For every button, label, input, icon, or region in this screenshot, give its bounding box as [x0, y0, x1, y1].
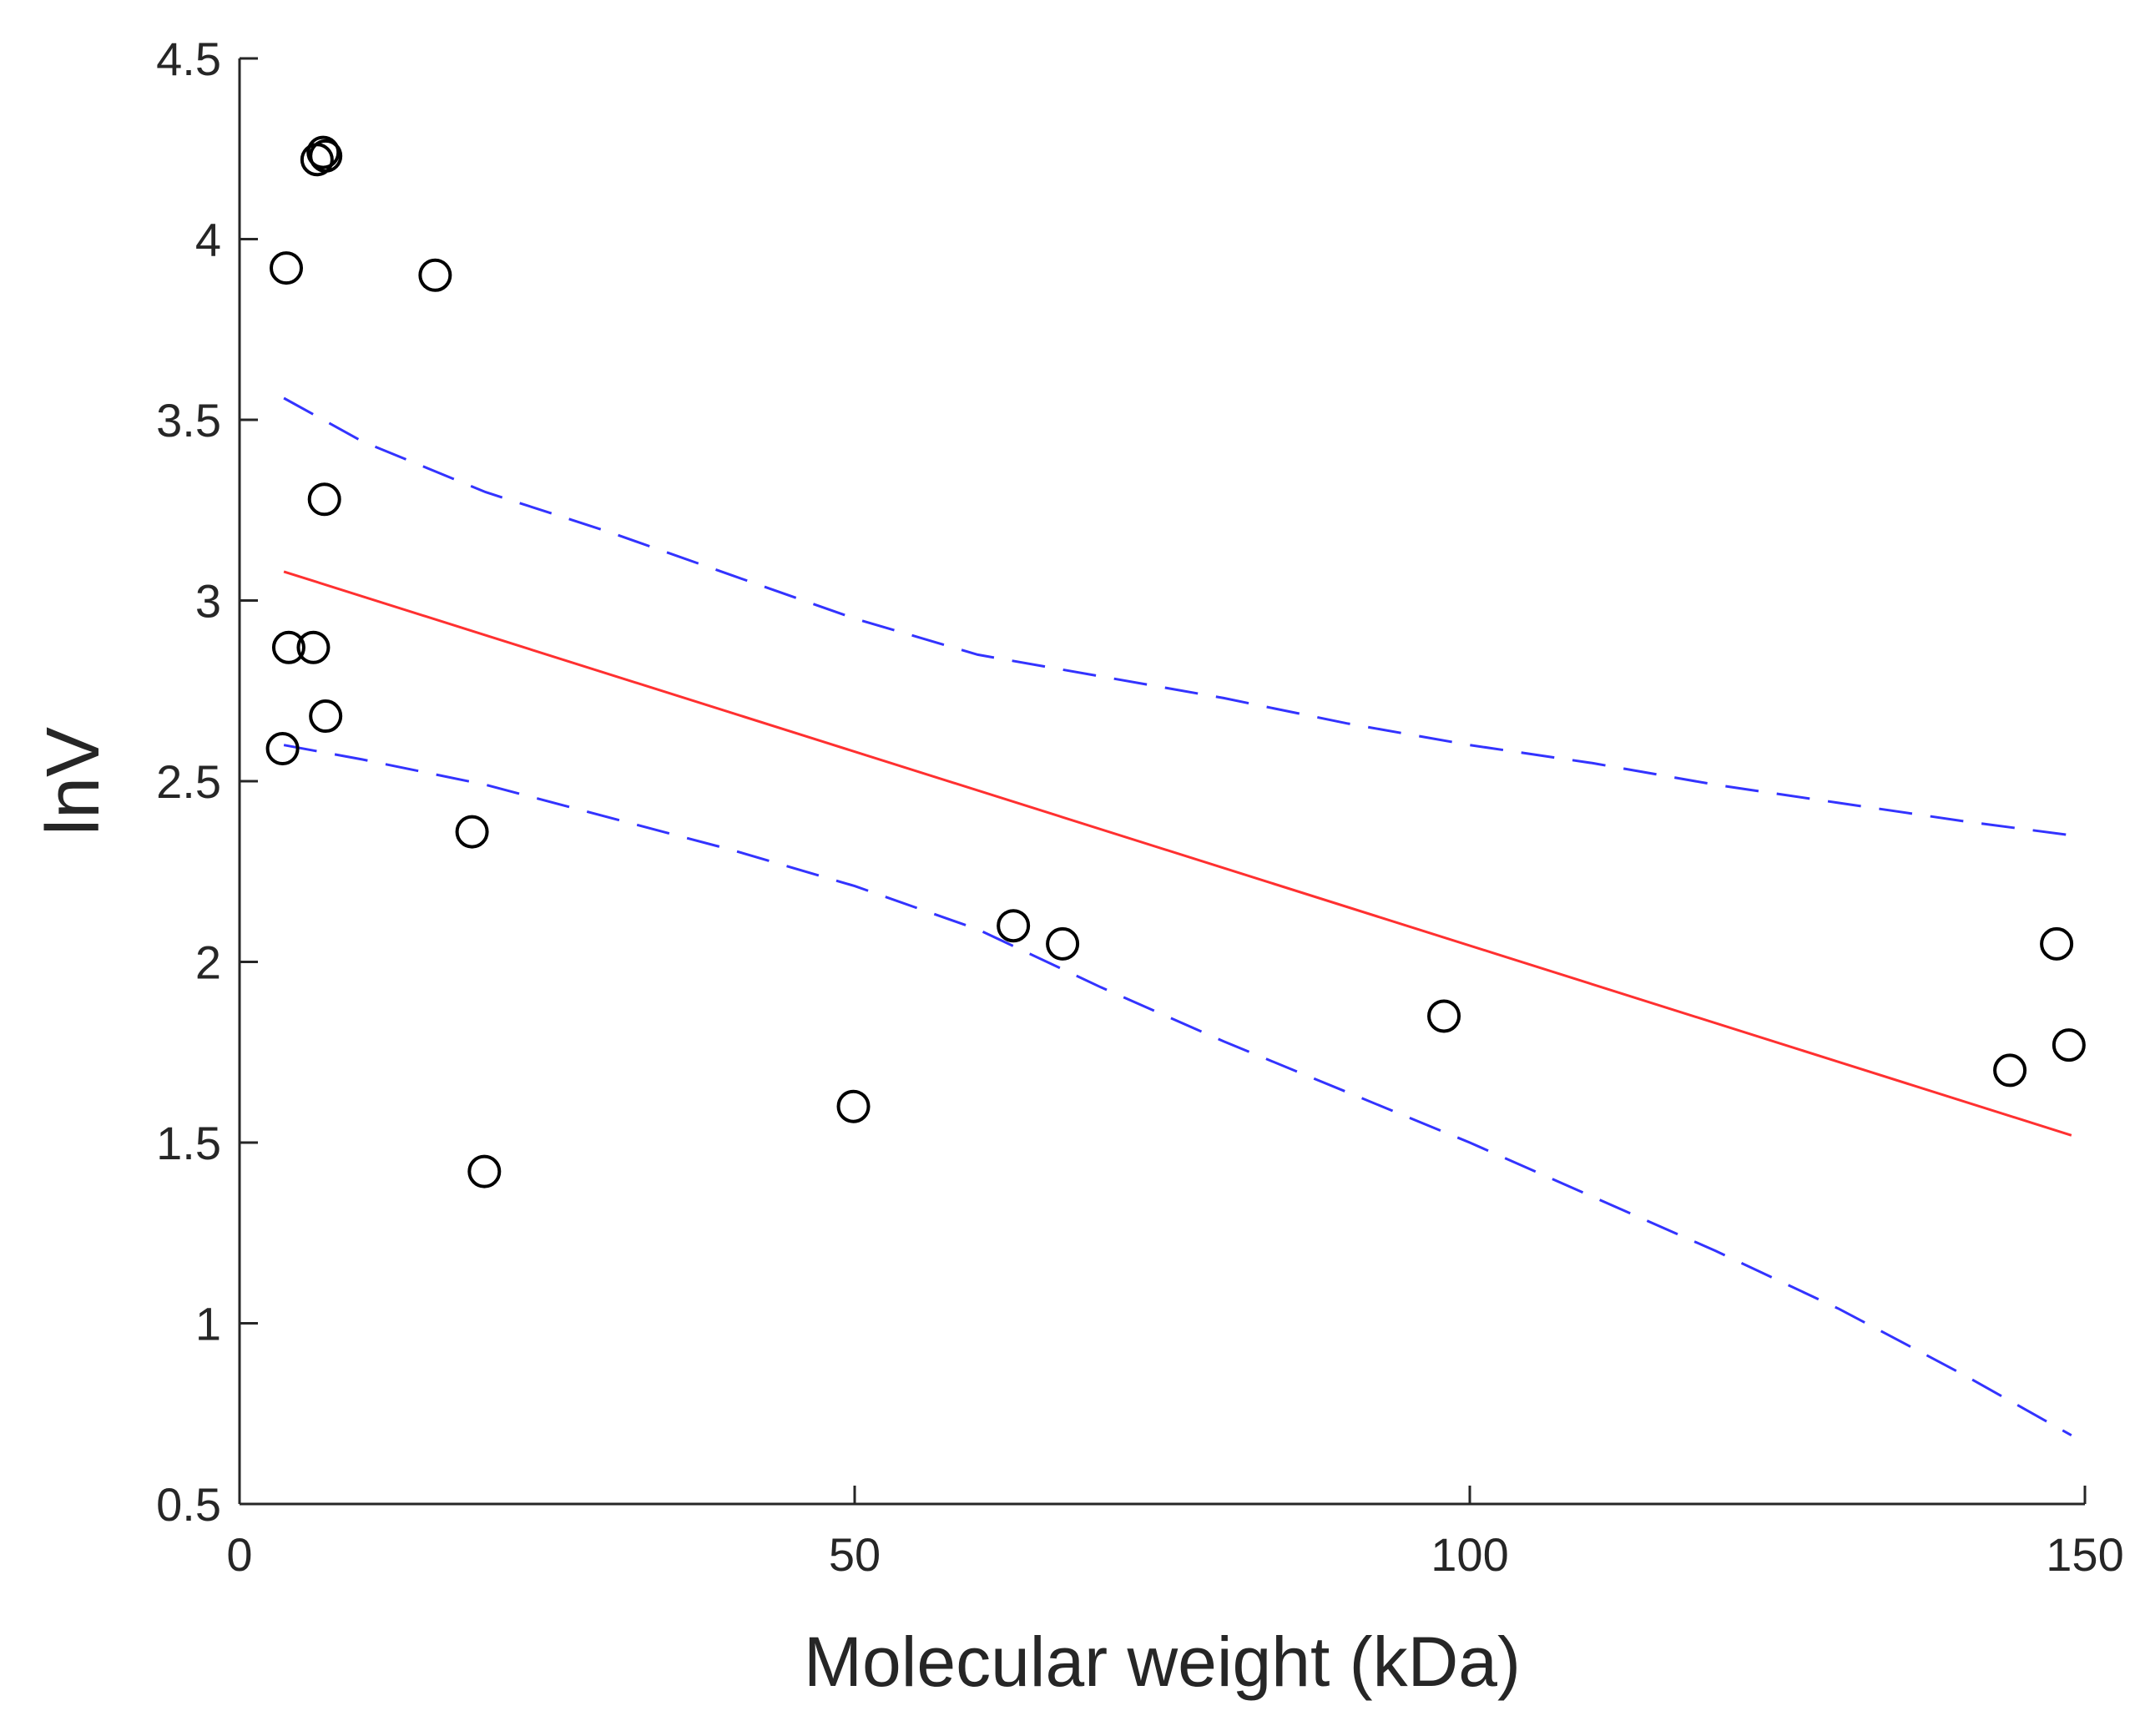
y-tick-label: 1 [195, 1298, 221, 1350]
x-tick-label: 100 [1431, 1528, 1508, 1581]
series-line-fit [283, 570, 2072, 1137]
data-point [1046, 926, 1080, 961]
data-point [2040, 926, 2074, 961]
x-tick-label: 150 [2046, 1528, 2123, 1581]
x-tick-label: 0 [226, 1528, 252, 1581]
data-point [2052, 1028, 2086, 1062]
y-tick-label: 2.5 [156, 755, 221, 808]
y-tick-label: 4 [195, 214, 221, 266]
data-point [265, 732, 300, 766]
data-point [271, 630, 305, 664]
data-point [836, 1089, 871, 1123]
data-point [455, 815, 489, 849]
data-point [270, 251, 304, 285]
y-axis-ticks: 0.5 1 1.5 2 2.5 3 3.5 4 4.5 [156, 33, 258, 1531]
y-tick-label: 2 [195, 936, 221, 989]
data-point [1427, 999, 1461, 1033]
y-tick-label: 0.5 [156, 1478, 221, 1531]
data-point [296, 630, 331, 664]
y-tick-label: 3 [195, 575, 221, 628]
data-point [306, 135, 341, 169]
data-point [997, 909, 1031, 943]
x-tick-label: 50 [829, 1528, 881, 1581]
y-tick-label: 1.5 [156, 1117, 221, 1169]
data-point [309, 139, 343, 173]
series-line-lower-bound [283, 744, 2072, 1437]
data-points [265, 135, 2086, 1188]
x-axis-ticks: 0 50 100 150 [226, 1486, 2124, 1581]
plot-lines [283, 396, 2072, 1437]
data-point [1993, 1053, 2027, 1088]
data-point [307, 482, 341, 517]
y-tick-label: 3.5 [156, 394, 221, 447]
y-axis-title: lnV [32, 727, 115, 835]
x-axis-title: Molecular weight (kDa) [804, 1622, 1521, 1701]
data-point [467, 1154, 502, 1188]
data-point [418, 258, 452, 292]
data-point [309, 699, 343, 734]
y-tick-label: 4.5 [156, 33, 221, 85]
series-line-upper-bound [283, 396, 2072, 837]
